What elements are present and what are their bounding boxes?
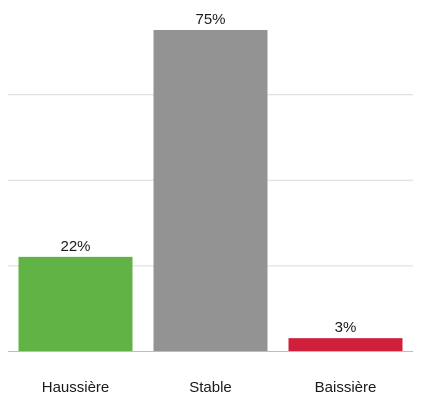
bars — [18, 30, 403, 351]
bar-1 — [18, 256, 133, 351]
data-labels: 22% 75% 3% — [60, 11, 356, 336]
x-tick-labels: Haussière Stable Baissière — [42, 379, 377, 396]
data-label: 22% — [60, 238, 90, 255]
x-tick-label: Haussière — [42, 379, 110, 396]
data-label: 3% — [335, 319, 357, 336]
x-tick-label: Baissière — [315, 379, 377, 396]
bar-3 — [288, 338, 403, 351]
x-tick-label: Stable — [189, 379, 232, 396]
data-label: 75% — [195, 11, 225, 28]
bar-2 — [153, 30, 268, 351]
